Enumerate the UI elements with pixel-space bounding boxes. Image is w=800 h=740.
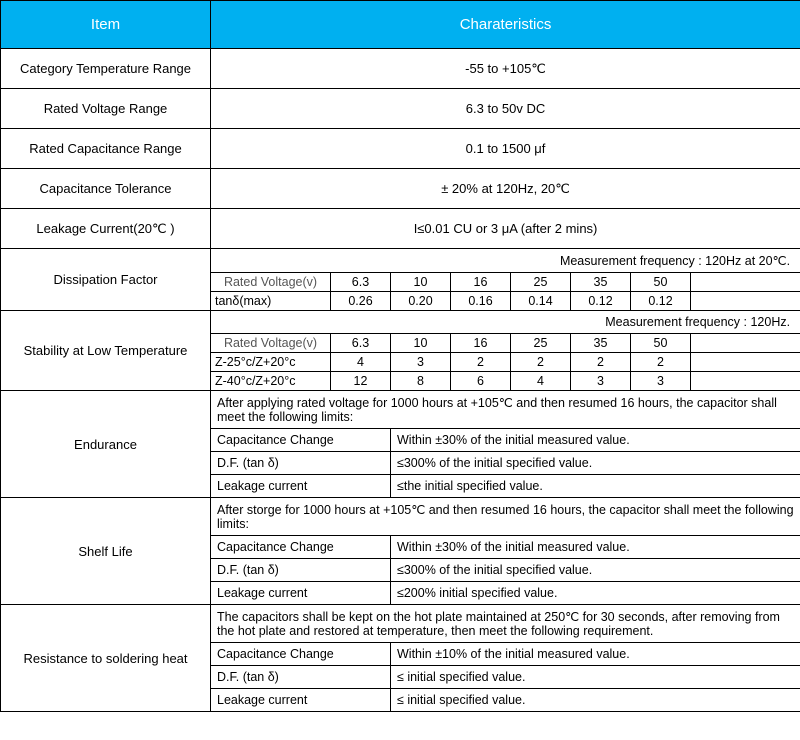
value-capacitance: 0.1 to 1500 μf <box>211 129 800 169</box>
row-capacitance: Rated Capacitance Range 0.1 to 1500 μf <box>1 129 800 169</box>
dissipation-rv-label: Rated Voltage(v) <box>211 273 331 292</box>
dissipation-tan-empty <box>691 292 800 311</box>
stability-z25-5: 2 <box>631 353 691 372</box>
stability-rv-3: 25 <box>511 334 571 353</box>
shelf-df-l: D.F. (tan δ) <box>211 559 391 582</box>
row-endurance-intro: Endurance After applying rated voltage f… <box>1 391 800 429</box>
endurance-df-v: ≤300% of the initial specified value. <box>391 452 800 475</box>
row-voltage: Rated Voltage Range 6.3 to 50v DC <box>1 89 800 129</box>
label-voltage: Rated Voltage Range <box>1 89 211 129</box>
dissipation-tan-0: 0.26 <box>331 292 391 311</box>
row-tolerance: Capacitance Tolerance ± 20% at 120Hz, 20… <box>1 169 800 209</box>
solder-df-v: ≤ initial specified value. <box>391 666 800 689</box>
label-shelf: Shelf Life <box>1 498 211 605</box>
label-temp-range: Category Temperature Range <box>1 49 211 89</box>
stability-z40-4: 3 <box>571 372 631 391</box>
stability-rv-label: Rated Voltage(v) <box>211 334 331 353</box>
stability-z25-4: 2 <box>571 353 631 372</box>
dissipation-rv-5: 50 <box>631 273 691 292</box>
dissipation-rv-4: 35 <box>571 273 631 292</box>
header-characteristics: Charateristics <box>211 1 800 49</box>
row-shelf-intro: Shelf Life After storge for 1000 hours a… <box>1 498 800 536</box>
endurance-leak-v: ≤the initial specified value. <box>391 475 800 498</box>
stability-z40-empty <box>691 372 800 391</box>
stability-z25-empty <box>691 353 800 372</box>
dissipation-tan-4: 0.12 <box>571 292 631 311</box>
endurance-intro: After applying rated voltage for 1000 ho… <box>211 391 800 429</box>
stability-z40-0: 12 <box>331 372 391 391</box>
shelf-intro: After storge for 1000 hours at +105℃ and… <box>211 498 800 536</box>
solder-df-l: D.F. (tan δ) <box>211 666 391 689</box>
stability-z25-3: 2 <box>511 353 571 372</box>
stability-z25-label: Z-25°c/Z+20°c <box>211 353 331 372</box>
stability-rv-2: 16 <box>451 334 511 353</box>
stability-z40-2: 6 <box>451 372 511 391</box>
solder-cap-l: Capacitance Change <box>211 643 391 666</box>
value-temp-range: -55 to +105℃ <box>211 49 800 89</box>
stability-z25-0: 4 <box>331 353 391 372</box>
dissipation-rv-empty <box>691 273 800 292</box>
stability-z40-1: 8 <box>391 372 451 391</box>
dissipation-tan-2: 0.16 <box>451 292 511 311</box>
endurance-leak-l: Leakage current <box>211 475 391 498</box>
dissipation-tan-label: tanδ(max) <box>211 292 331 311</box>
value-voltage: 6.3 to 50v DC <box>211 89 800 129</box>
value-tolerance: ± 20% at 120Hz, 20℃ <box>211 169 800 209</box>
endurance-df-l: D.F. (tan δ) <box>211 452 391 475</box>
label-endurance: Endurance <box>1 391 211 498</box>
stability-rv-empty <box>691 334 800 353</box>
label-solder: Resistance to soldering heat <box>1 605 211 712</box>
label-capacitance: Rated Capacitance Range <box>1 129 211 169</box>
dissipation-note: Measurement frequency : 120Hz at 20℃. <box>211 249 800 273</box>
endurance-cap-v: Within ±30% of the initial measured valu… <box>391 429 800 452</box>
dissipation-rv-1: 10 <box>391 273 451 292</box>
value-leakage: I≤0.01 CU or 3 μA (after 2 mins) <box>211 209 800 249</box>
header-row: Item Charateristics <box>1 1 800 49</box>
solder-cap-v: Within ±10% of the initial measured valu… <box>391 643 800 666</box>
stability-z40-5: 3 <box>631 372 691 391</box>
label-leakage: Leakage Current(20℃ ) <box>1 209 211 249</box>
shelf-cap-l: Capacitance Change <box>211 536 391 559</box>
dissipation-tan-1: 0.20 <box>391 292 451 311</box>
header-item: Item <box>1 1 211 49</box>
solder-leak-l: Leakage current <box>211 689 391 712</box>
stability-rv-1: 10 <box>391 334 451 353</box>
shelf-df-v: ≤300% of the initial specified value. <box>391 559 800 582</box>
stability-rv-0: 6.3 <box>331 334 391 353</box>
stability-rv-5: 50 <box>631 334 691 353</box>
stability-note: Measurement frequency : 120Hz. <box>211 311 800 334</box>
stability-z40-3: 4 <box>511 372 571 391</box>
row-stability-note: Stability at Low Temperature Measurement… <box>1 311 800 334</box>
dissipation-rv-0: 6.3 <box>331 273 391 292</box>
row-solder-intro: Resistance to soldering heat The capacit… <box>1 605 800 643</box>
shelf-leak-l: Leakage current <box>211 582 391 605</box>
label-tolerance: Capacitance Tolerance <box>1 169 211 209</box>
stability-z25-2: 2 <box>451 353 511 372</box>
solder-leak-v: ≤ initial specified value. <box>391 689 800 712</box>
spec-table: Item Charateristics Category Temperature… <box>0 0 800 712</box>
stability-z40-label: Z-40°c/Z+20°c <box>211 372 331 391</box>
row-dissipation-note: Dissipation Factor Measurement frequency… <box>1 249 800 273</box>
dissipation-rv-2: 16 <box>451 273 511 292</box>
dissipation-tan-5: 0.12 <box>631 292 691 311</box>
shelf-cap-v: Within ±30% of the initial measured valu… <box>391 536 800 559</box>
stability-rv-4: 35 <box>571 334 631 353</box>
row-temp-range: Category Temperature Range -55 to +105℃ <box>1 49 800 89</box>
row-leakage: Leakage Current(20℃ ) I≤0.01 CU or 3 μA … <box>1 209 800 249</box>
label-dissipation: Dissipation Factor <box>1 249 211 311</box>
endurance-cap-l: Capacitance Change <box>211 429 391 452</box>
label-stability: Stability at Low Temperature <box>1 311 211 391</box>
dissipation-tan-3: 0.14 <box>511 292 571 311</box>
shelf-leak-v: ≤200% initial specified value. <box>391 582 800 605</box>
dissipation-rv-3: 25 <box>511 273 571 292</box>
stability-z25-1: 3 <box>391 353 451 372</box>
solder-intro: The capacitors shall be kept on the hot … <box>211 605 800 643</box>
